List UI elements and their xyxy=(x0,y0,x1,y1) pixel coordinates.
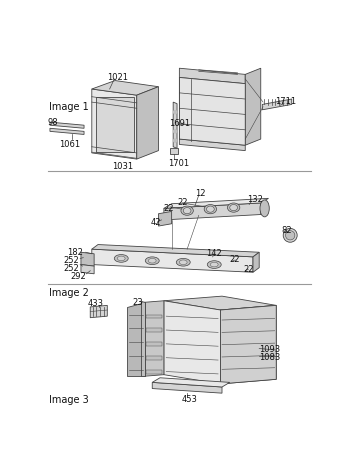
Bar xyxy=(97,96,134,152)
Text: 252: 252 xyxy=(63,256,79,265)
Text: 132: 132 xyxy=(247,195,262,204)
Text: 1083: 1083 xyxy=(259,353,280,362)
Polygon shape xyxy=(164,301,220,384)
Text: 82: 82 xyxy=(282,226,292,235)
Text: 1691: 1691 xyxy=(169,119,190,128)
Ellipse shape xyxy=(260,200,269,217)
Text: 22: 22 xyxy=(244,265,254,275)
Polygon shape xyxy=(220,305,276,384)
Polygon shape xyxy=(141,301,145,376)
Ellipse shape xyxy=(176,258,190,266)
Polygon shape xyxy=(152,382,222,393)
Polygon shape xyxy=(164,198,268,208)
Polygon shape xyxy=(92,81,159,95)
Text: 1093: 1093 xyxy=(259,346,280,354)
Text: 1021: 1021 xyxy=(107,73,128,82)
Ellipse shape xyxy=(145,257,159,265)
Polygon shape xyxy=(253,252,259,272)
Bar xyxy=(146,342,162,346)
Text: 453: 453 xyxy=(182,395,197,405)
Text: 1031: 1031 xyxy=(112,162,133,171)
Polygon shape xyxy=(50,122,84,128)
Circle shape xyxy=(174,111,177,114)
Bar xyxy=(170,148,178,154)
Text: 98: 98 xyxy=(48,118,58,127)
Bar xyxy=(146,328,162,333)
Ellipse shape xyxy=(207,261,221,269)
Polygon shape xyxy=(145,301,164,376)
Ellipse shape xyxy=(206,206,214,212)
Text: 142: 142 xyxy=(206,249,222,258)
Polygon shape xyxy=(262,99,292,110)
Polygon shape xyxy=(179,139,245,150)
Text: Image 1: Image 1 xyxy=(49,102,89,112)
Polygon shape xyxy=(81,265,94,274)
Bar xyxy=(146,315,162,318)
Polygon shape xyxy=(92,245,259,257)
Polygon shape xyxy=(81,252,94,266)
Text: 1061: 1061 xyxy=(59,140,80,149)
Polygon shape xyxy=(50,128,84,135)
Ellipse shape xyxy=(286,231,295,240)
Polygon shape xyxy=(152,378,230,387)
Text: 292: 292 xyxy=(71,272,87,281)
Circle shape xyxy=(174,120,177,124)
Polygon shape xyxy=(164,296,276,310)
Ellipse shape xyxy=(114,255,128,262)
Text: 23: 23 xyxy=(133,298,144,307)
Ellipse shape xyxy=(179,260,187,265)
Text: 1701: 1701 xyxy=(168,159,189,168)
Text: 42: 42 xyxy=(151,218,161,227)
Text: 22: 22 xyxy=(164,204,174,213)
Polygon shape xyxy=(164,203,261,220)
Ellipse shape xyxy=(228,203,240,212)
Text: 182: 182 xyxy=(67,248,83,257)
Bar xyxy=(146,356,162,360)
Text: Image 2: Image 2 xyxy=(49,288,89,298)
Circle shape xyxy=(174,130,177,133)
Text: 12: 12 xyxy=(195,189,205,198)
Polygon shape xyxy=(92,89,137,159)
Ellipse shape xyxy=(183,207,191,214)
Polygon shape xyxy=(92,249,253,272)
Ellipse shape xyxy=(210,262,218,267)
Bar xyxy=(146,370,162,374)
Text: Image 3: Image 3 xyxy=(49,395,89,405)
Polygon shape xyxy=(245,68,261,145)
Ellipse shape xyxy=(283,228,297,242)
Polygon shape xyxy=(90,305,107,318)
Text: 22: 22 xyxy=(230,255,240,265)
Circle shape xyxy=(174,139,177,142)
Ellipse shape xyxy=(230,204,238,211)
Text: 22: 22 xyxy=(178,198,188,207)
Text: 1711: 1711 xyxy=(275,97,296,106)
Polygon shape xyxy=(127,302,145,376)
Ellipse shape xyxy=(204,204,217,214)
Ellipse shape xyxy=(117,256,125,261)
Polygon shape xyxy=(159,212,172,226)
Text: 252: 252 xyxy=(63,264,79,273)
Polygon shape xyxy=(179,77,245,145)
Ellipse shape xyxy=(148,258,156,263)
Polygon shape xyxy=(137,87,159,159)
Ellipse shape xyxy=(181,206,193,215)
Text: 433: 433 xyxy=(88,299,104,308)
Polygon shape xyxy=(220,305,276,384)
Polygon shape xyxy=(173,102,177,148)
Polygon shape xyxy=(179,68,245,84)
